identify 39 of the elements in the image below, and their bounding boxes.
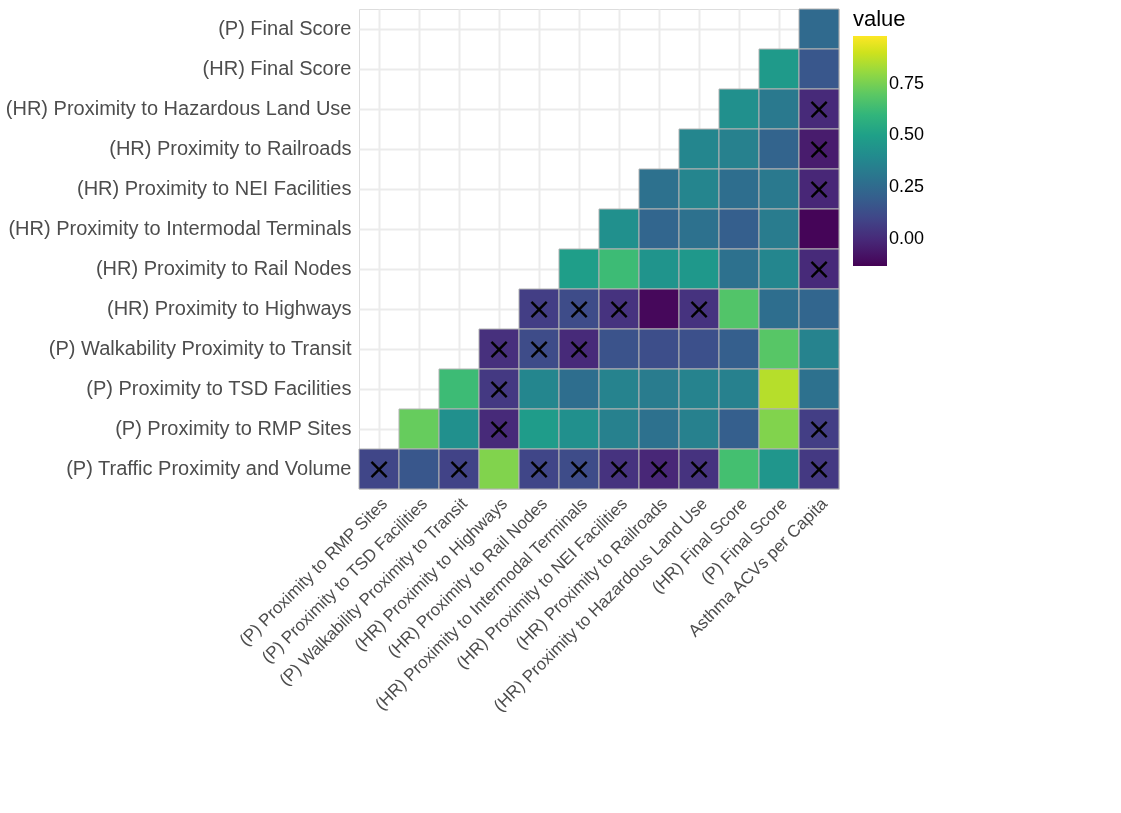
- data-label: ×: [806, 91, 832, 126]
- data-label: ×: [486, 411, 512, 446]
- legend-title: value: [853, 6, 906, 31]
- color-bar-label: 0.75: [889, 72, 925, 93]
- data-label: ×: [446, 451, 472, 486]
- data-label: ×: [686, 451, 712, 486]
- color-bar-label: 0.25: [889, 176, 925, 197]
- y-tick-label: (HR) Proximity to Hazardous Land Use: [5, 97, 352, 119]
- y-tick-label: (HR) Proximity to NEI Facilities: [77, 177, 352, 199]
- data-label: ×: [566, 451, 592, 486]
- data-label: ×: [646, 451, 672, 486]
- color-bar-label: 0.00: [889, 228, 925, 249]
- y-tick-label: (HR) Final Score: [202, 57, 352, 79]
- data-label: ×: [566, 331, 592, 366]
- data-label: ×: [686, 291, 712, 326]
- y-tick-label: (P) Proximity to RMP Sites: [115, 417, 352, 439]
- y-tick-label: (P) Final Score: [218, 17, 352, 39]
- y-tick-label: (HR) Proximity to Railroads: [109, 137, 352, 159]
- y-tick-label: (HR) Proximity to Highways: [107, 297, 352, 319]
- data-label: ×: [566, 291, 592, 326]
- data-label: ×: [486, 371, 512, 406]
- data-label: ×: [606, 291, 632, 326]
- data-label: ×: [526, 451, 552, 486]
- y-tick-label: (P) Traffic Proximity and Volume: [66, 457, 352, 479]
- data-label: ×: [806, 171, 832, 206]
- y-tick-label: (HR) Proximity to Intermodal Terminals: [8, 217, 352, 239]
- data-label: ×: [806, 451, 832, 486]
- data-label: ×: [526, 291, 552, 326]
- data-label: ×: [806, 411, 832, 446]
- data-label: ×: [806, 251, 832, 286]
- y-tick-label: (P) Proximity to TSD Facilities: [86, 377, 352, 399]
- data-label: ×: [806, 131, 832, 166]
- data-label: ×: [486, 331, 512, 366]
- data-label: ×: [606, 451, 632, 486]
- data-label: ×: [366, 451, 392, 486]
- data-label: ×: [526, 331, 552, 366]
- y-tick-label: (HR) Proximity to Rail Nodes: [95, 257, 352, 279]
- color-bar-label: 0.50: [889, 124, 925, 145]
- y-tick-label: (P) Walkability Proximity to Transit: [48, 337, 352, 359]
